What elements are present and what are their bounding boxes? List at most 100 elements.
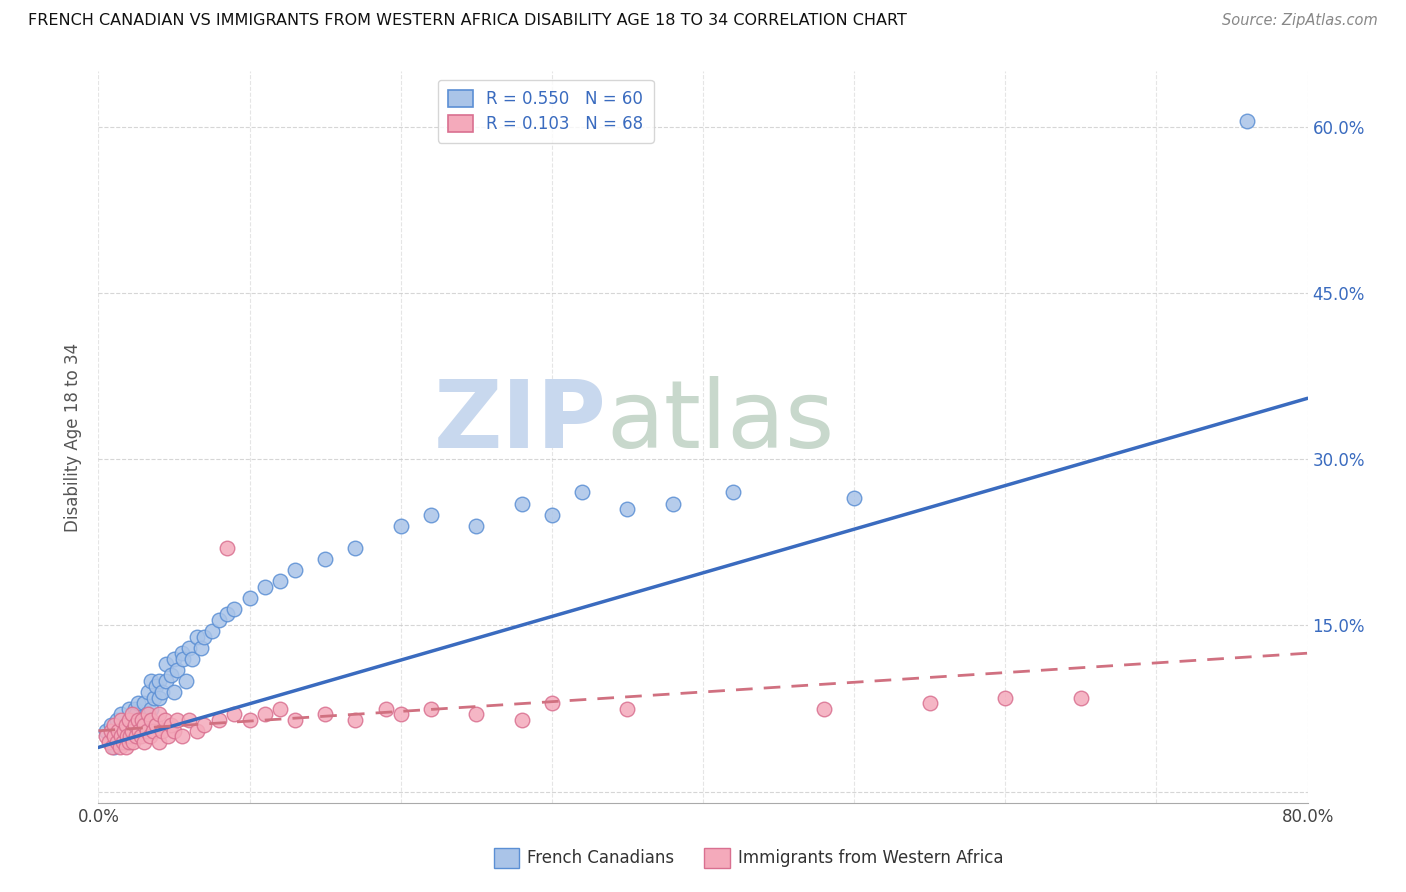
Point xyxy=(374,701,396,715)
Point xyxy=(208,613,231,627)
Point xyxy=(114,718,136,732)
Point xyxy=(132,735,155,749)
Point xyxy=(181,651,204,665)
Point xyxy=(540,696,562,710)
Point xyxy=(193,718,215,732)
Point xyxy=(153,713,176,727)
Point xyxy=(465,518,488,533)
Point xyxy=(107,723,129,738)
Point xyxy=(420,701,443,715)
Point xyxy=(110,713,132,727)
Text: ZIP: ZIP xyxy=(433,376,606,468)
Point xyxy=(616,502,638,516)
Point xyxy=(125,729,148,743)
Point xyxy=(105,735,128,749)
Point xyxy=(155,673,177,688)
Point xyxy=(139,729,162,743)
Point xyxy=(142,723,165,738)
Point xyxy=(179,713,201,727)
Point xyxy=(163,723,186,738)
Point xyxy=(141,713,163,727)
Text: atlas: atlas xyxy=(606,376,835,468)
Point xyxy=(103,718,125,732)
Point xyxy=(101,740,124,755)
Point xyxy=(314,552,336,566)
Point xyxy=(284,563,307,577)
Point xyxy=(118,701,141,715)
Point xyxy=(918,696,941,710)
Point xyxy=(662,497,685,511)
Bar xyxy=(704,848,730,868)
Point xyxy=(132,696,155,710)
Point xyxy=(844,491,866,505)
Point xyxy=(284,713,307,727)
Point xyxy=(208,713,231,727)
Point xyxy=(156,729,179,743)
Point xyxy=(120,729,142,743)
Point xyxy=(571,485,593,500)
Point xyxy=(141,701,163,715)
Point xyxy=(616,701,638,715)
Point xyxy=(100,718,122,732)
Point xyxy=(723,485,745,500)
Point xyxy=(186,723,208,738)
Point xyxy=(145,680,167,694)
Point xyxy=(148,707,170,722)
Point xyxy=(124,701,146,715)
Point xyxy=(239,713,262,727)
Point xyxy=(108,729,131,743)
Point xyxy=(163,685,186,699)
Point xyxy=(125,707,148,722)
Point xyxy=(103,740,125,755)
Point xyxy=(121,723,143,738)
Point xyxy=(129,718,152,732)
Point xyxy=(150,723,173,738)
Point xyxy=(129,729,152,743)
Point xyxy=(136,685,159,699)
Text: FRENCH CANADIAN VS IMMIGRANTS FROM WESTERN AFRICA DISABILITY AGE 18 TO 34 CORREL: FRENCH CANADIAN VS IMMIGRANTS FROM WESTE… xyxy=(28,13,907,29)
Point xyxy=(121,707,143,722)
Point xyxy=(121,713,143,727)
Point xyxy=(389,707,412,722)
Point xyxy=(94,729,117,743)
Point xyxy=(124,718,146,732)
Point xyxy=(269,701,291,715)
Point xyxy=(141,673,163,688)
Point xyxy=(510,713,533,727)
Point xyxy=(105,713,128,727)
Point xyxy=(269,574,291,589)
Point xyxy=(100,723,122,738)
Point xyxy=(127,713,149,727)
Point xyxy=(813,701,835,715)
Point xyxy=(224,602,246,616)
Point xyxy=(150,685,173,699)
Point xyxy=(145,718,167,732)
Point xyxy=(179,640,201,655)
Point xyxy=(465,707,488,722)
Point xyxy=(190,640,212,655)
Point xyxy=(108,740,131,755)
Point xyxy=(215,541,238,555)
Point xyxy=(132,718,155,732)
Point xyxy=(160,718,183,732)
Bar xyxy=(494,848,519,868)
Point xyxy=(253,580,276,594)
Point xyxy=(148,690,170,705)
Point xyxy=(253,707,276,722)
Point xyxy=(155,657,177,672)
Point xyxy=(127,696,149,710)
Point xyxy=(118,735,141,749)
Point xyxy=(186,630,208,644)
Y-axis label: Disability Age 18 to 34: Disability Age 18 to 34 xyxy=(65,343,83,532)
Point xyxy=(135,723,157,738)
Point xyxy=(114,740,136,755)
Point xyxy=(224,707,246,722)
Point xyxy=(110,707,132,722)
Point xyxy=(163,651,186,665)
Point xyxy=(98,735,121,749)
Point xyxy=(344,713,367,727)
Point xyxy=(118,729,141,743)
Point xyxy=(118,713,141,727)
Point xyxy=(110,729,132,743)
Point xyxy=(215,607,238,622)
